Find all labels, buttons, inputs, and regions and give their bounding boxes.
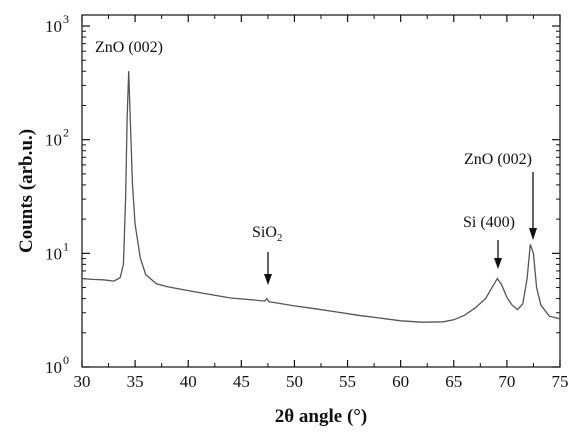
y-tick-exponent: 0 — [63, 353, 69, 367]
y-tick-exponent: 3 — [63, 12, 69, 26]
y-tick-label: 10 — [45, 244, 62, 263]
annotation-sio2-label: SiO — [252, 224, 277, 241]
annotation-si400: Si (400) — [463, 214, 515, 231]
y-tick-exponent: 2 — [63, 126, 69, 140]
x-tick-label: 65 — [445, 372, 462, 391]
x-tick-label: 70 — [498, 372, 515, 391]
series-line — [81, 71, 561, 323]
x-axis-ticks: 30 35 40 45 50 55 60 65 70 75 — [74, 15, 569, 391]
annotation-zno-left: ZnO (002) — [95, 39, 163, 56]
y-tick-label: 10 — [45, 17, 62, 36]
y-axis-title: Counts (arb.u.) — [16, 129, 37, 253]
x-tick-label: 75 — [552, 372, 569, 391]
x-tick-label: 40 — [180, 372, 197, 391]
x-axis-title: 2θ angle (°) — [275, 406, 367, 427]
arrowhead-sio2 — [264, 274, 272, 285]
y-tick-label: 10 — [45, 358, 62, 377]
x-tick-label: 60 — [392, 372, 409, 391]
x-tick-label: 45 — [233, 372, 250, 391]
x-tick-label: 35 — [127, 372, 144, 391]
annotation-sio2: SiO2 — [252, 224, 282, 244]
annotation-zno-right: ZnO (002) — [464, 151, 532, 168]
arrowhead-zno-right — [529, 228, 537, 240]
x-tick-label: 50 — [286, 372, 303, 391]
plot-frame — [81, 14, 561, 368]
annotation-sio2-subscript: 2 — [277, 232, 283, 244]
y-tick-exponent: 1 — [63, 239, 69, 253]
y-tick-label: 10 — [45, 131, 62, 150]
x-tick-label: 30 — [74, 372, 91, 391]
arrowhead-si400 — [494, 258, 502, 269]
x-tick-label: 55 — [339, 372, 356, 391]
